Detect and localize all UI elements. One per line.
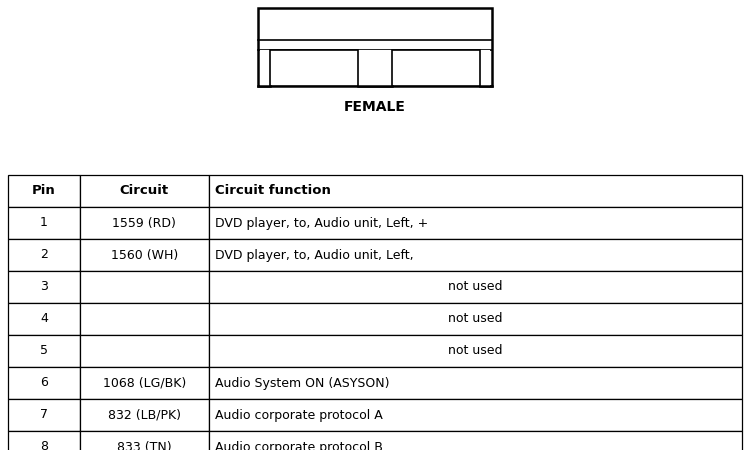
Text: not used: not used <box>448 312 503 325</box>
Text: 5: 5 <box>40 345 48 357</box>
Text: 833 (TN): 833 (TN) <box>117 441 172 450</box>
Text: 1: 1 <box>40 216 48 230</box>
Bar <box>8 271 80 303</box>
Bar <box>209 303 742 335</box>
Text: Audio corporate protocol B: Audio corporate protocol B <box>214 441 382 450</box>
Text: Circuit: Circuit <box>120 184 169 198</box>
Text: Audio System ON (ASYSON): Audio System ON (ASYSON) <box>214 377 389 390</box>
Bar <box>80 367 209 399</box>
Text: 1560 (WH): 1560 (WH) <box>110 248 178 261</box>
Bar <box>80 271 209 303</box>
Bar <box>80 303 209 335</box>
Text: 4: 4 <box>40 312 48 325</box>
Bar <box>80 431 209 450</box>
Text: 7: 7 <box>40 409 48 422</box>
Bar <box>8 399 80 431</box>
Bar <box>8 239 80 271</box>
Text: 2: 2 <box>40 248 48 261</box>
Bar <box>8 431 80 450</box>
Bar <box>209 207 742 239</box>
Bar <box>8 335 80 367</box>
Bar <box>8 207 80 239</box>
Text: Pin: Pin <box>32 184 56 198</box>
Bar <box>209 335 742 367</box>
Bar <box>80 239 209 271</box>
Bar <box>80 207 209 239</box>
Bar <box>80 175 209 207</box>
Bar <box>209 367 742 399</box>
Text: DVD player, to, Audio unit, Left,: DVD player, to, Audio unit, Left, <box>214 248 413 261</box>
Text: FEMALE: FEMALE <box>344 100 406 114</box>
Bar <box>80 399 209 431</box>
Text: not used: not used <box>448 345 503 357</box>
Bar <box>209 239 742 271</box>
Bar <box>209 175 742 207</box>
Text: 8: 8 <box>40 441 48 450</box>
Text: 6: 6 <box>40 377 48 390</box>
Bar <box>258 8 492 86</box>
Bar <box>260 50 490 86</box>
Text: 3: 3 <box>40 280 48 293</box>
Bar <box>8 175 80 207</box>
Bar <box>270 50 358 86</box>
Text: 1559 (RD): 1559 (RD) <box>112 216 176 230</box>
Bar <box>209 431 742 450</box>
Text: DVD player, to, Audio unit, Left, +: DVD player, to, Audio unit, Left, + <box>214 216 428 230</box>
Bar <box>80 335 209 367</box>
Text: Audio corporate protocol A: Audio corporate protocol A <box>214 409 382 422</box>
Text: 832 (LB/PK): 832 (LB/PK) <box>108 409 181 422</box>
Text: Circuit function: Circuit function <box>214 184 331 198</box>
Text: not used: not used <box>448 280 503 293</box>
Text: 1068 (LG/BK): 1068 (LG/BK) <box>103 377 186 390</box>
Bar <box>209 271 742 303</box>
Bar <box>392 50 480 86</box>
Bar <box>8 367 80 399</box>
Bar <box>209 399 742 431</box>
Bar <box>8 303 80 335</box>
